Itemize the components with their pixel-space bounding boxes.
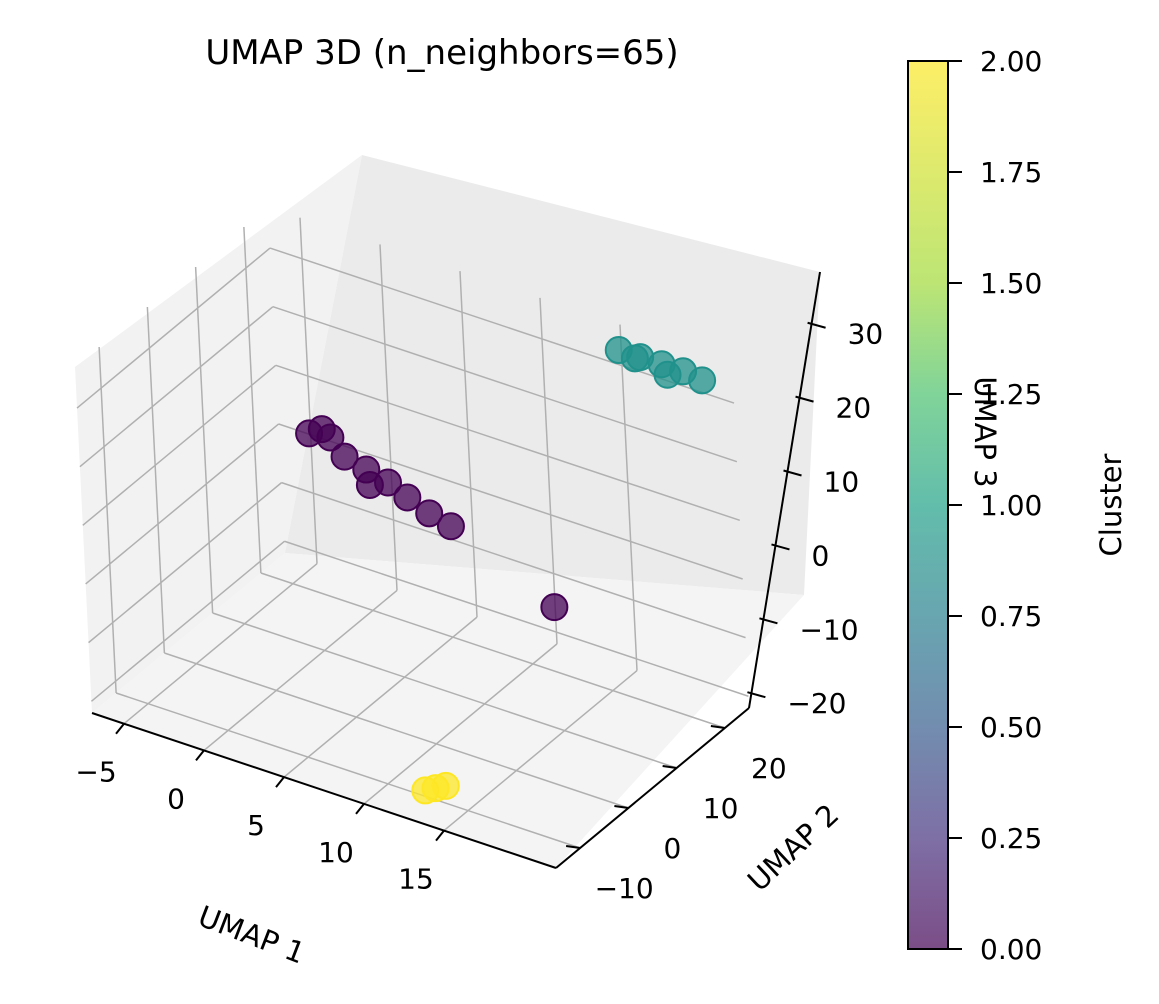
y-tick <box>710 725 726 729</box>
colorbar-tick-label: 1.00 <box>980 489 1042 522</box>
grid-line <box>443 670 638 832</box>
pane-left <box>75 155 362 713</box>
grid-line <box>203 589 398 751</box>
z-axis-line <box>748 271 821 709</box>
x-axis-label: UMAP 1 <box>194 899 310 971</box>
grid-line <box>82 364 277 526</box>
grid-line <box>260 572 726 729</box>
colorbar-tick-label: 1.25 <box>980 378 1042 411</box>
cluster-0-point <box>307 415 336 444</box>
cluster-0-point <box>540 593 569 622</box>
cluster-0-point <box>415 499 444 528</box>
grid-line <box>79 306 274 468</box>
colorbar-tick-label: 2.00 <box>980 45 1042 78</box>
grid-line <box>123 563 318 725</box>
grid-line <box>619 324 638 671</box>
grid-line <box>283 616 478 778</box>
y-tick <box>565 845 581 849</box>
colorbar: 0.00 0.25 0.50 0.75 1.00 1.25 1.50 1.75 2.00 Clu… <box>907 45 1128 966</box>
y-tick-label: 10 <box>703 792 739 825</box>
x-tick <box>355 803 365 815</box>
x-tick <box>115 723 125 735</box>
grid-line <box>88 482 283 644</box>
cluster-1-point <box>653 360 682 389</box>
grid-lines <box>76 217 749 849</box>
axis-lines <box>91 271 821 869</box>
colorbar-tick-label: 1.50 <box>980 267 1042 300</box>
z-tick <box>807 321 826 329</box>
y-axis-line <box>555 707 750 869</box>
z-tick <box>747 691 766 699</box>
z-tick-label: 0 <box>811 539 829 572</box>
y-tick <box>614 805 629 809</box>
x-tick-label: 15 <box>398 863 434 896</box>
z-tick-label: 30 <box>848 318 884 351</box>
chart-title: UMAP 3D (n_neighbors=65) <box>205 33 678 73</box>
cluster-0-point <box>330 442 359 471</box>
x-tick <box>435 829 445 842</box>
colorbar-tick-label: 0.00 <box>980 933 1042 966</box>
grid-line <box>281 481 746 639</box>
y-tick <box>662 765 677 769</box>
grid-line <box>459 271 478 618</box>
grid-line <box>363 643 558 805</box>
colorbar-ticks: 0.00 0.25 0.50 0.75 1.00 1.25 1.50 1.75 2.00 <box>948 45 1042 966</box>
x-tick-label: 10 <box>318 836 354 869</box>
grid-line <box>146 306 166 654</box>
x-axis-line <box>91 712 557 869</box>
grid-line <box>98 346 117 694</box>
colorbar-tick-label: 0.25 <box>980 822 1042 855</box>
grid-line <box>284 540 749 697</box>
cluster-0-point <box>436 512 465 541</box>
grid-line <box>275 364 741 522</box>
grid-line <box>194 266 214 614</box>
z-tick <box>783 469 802 477</box>
cluster-0-point <box>393 483 422 512</box>
grid-line <box>85 423 280 585</box>
x-tick-label: −5 <box>75 756 116 789</box>
grid-line <box>164 652 629 809</box>
colorbar-gradient <box>908 61 948 949</box>
y-tick-label: 20 <box>751 752 787 785</box>
z-tick-label: 20 <box>836 392 872 425</box>
grid-line <box>90 540 285 702</box>
cluster-1-point <box>620 344 649 373</box>
y-tick-label: 0 <box>663 832 681 865</box>
cluster-1-point <box>688 366 717 395</box>
pane-back <box>285 155 820 595</box>
y-tick-label: −10 <box>595 872 654 905</box>
y-axis-label: UMAP 2 <box>741 797 846 898</box>
grid-line <box>379 244 398 591</box>
colorbar-tick-label: 0.50 <box>980 711 1042 744</box>
z-tick-label: −10 <box>799 613 858 646</box>
cluster-2-point <box>411 776 440 805</box>
grid-line <box>76 247 271 409</box>
x-tick <box>275 776 285 788</box>
grid-line <box>115 692 581 849</box>
x-tick <box>195 749 205 762</box>
colorbar-tick-label: 0.75 <box>980 600 1042 633</box>
z-tick-label: −20 <box>787 687 846 720</box>
colorbar-tick-label: 1.75 <box>980 156 1042 189</box>
grid-line <box>212 612 677 769</box>
z-tick <box>771 543 790 551</box>
scatter-points <box>295 336 717 805</box>
grid-line <box>243 226 262 574</box>
z-axis-label: UMAP 3 <box>968 376 1002 487</box>
z-tick <box>759 617 778 625</box>
cluster-0-point <box>355 471 384 500</box>
x-tick-label: 5 <box>247 809 265 842</box>
z-tick <box>795 395 814 403</box>
grid-line <box>299 217 318 564</box>
grid-line <box>272 305 738 463</box>
grid-line <box>539 297 558 644</box>
colorbar-label: Cluster <box>1094 453 1128 556</box>
z-tick-label: 10 <box>824 466 860 499</box>
x-tick-label: 0 <box>167 782 185 815</box>
